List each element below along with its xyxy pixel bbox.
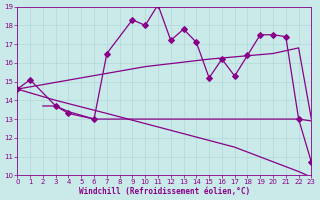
- X-axis label: Windchill (Refroidissement éolien,°C): Windchill (Refroidissement éolien,°C): [79, 187, 250, 196]
